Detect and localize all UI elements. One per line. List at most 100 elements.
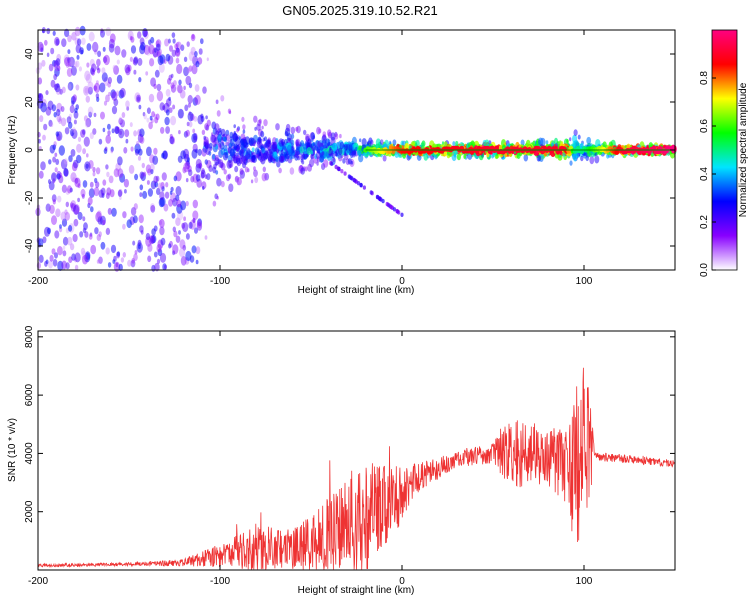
spectrogram-cell <box>329 146 332 151</box>
spectrogram-cell <box>158 220 162 226</box>
spectrogram-cell <box>176 63 183 75</box>
spectrogram-cell <box>323 159 329 168</box>
spectrogram-cell <box>168 96 171 101</box>
spectrogram-cell <box>236 128 239 133</box>
spectrogram-cell <box>125 138 129 144</box>
spectrogram-cell <box>145 71 149 76</box>
y-tick-label: 20 <box>24 96 35 108</box>
spectrogram-cell <box>134 173 139 181</box>
spectrogram-cell <box>175 194 180 201</box>
spectrogram-cell <box>105 164 109 170</box>
spectrogram-cell <box>80 129 86 138</box>
spectrogram-cell <box>124 64 131 74</box>
spectrogram-cell <box>289 167 295 175</box>
spectrogram-cell <box>223 169 227 175</box>
spectrogram-cell <box>195 246 201 255</box>
spectrogram-cell <box>188 65 193 72</box>
spectrogram-cell <box>602 141 607 149</box>
spectrogram-cell <box>133 203 138 210</box>
spectrogram-cell <box>235 176 238 181</box>
spectrogram-cell <box>216 130 220 135</box>
spectrogram-cell <box>188 169 193 177</box>
spectrogram-cell <box>236 147 239 152</box>
spectrogram-cell <box>153 83 157 90</box>
spectrogram-cell <box>200 38 204 45</box>
spectrogram-cell <box>49 254 54 262</box>
spectrogram-cell <box>146 107 151 114</box>
spectrogram-cell <box>153 251 158 258</box>
spectrogram-cell <box>63 168 69 177</box>
spectrogram-cell <box>194 84 200 92</box>
spectrogram-cell <box>129 56 133 62</box>
spectrogram-cell <box>229 110 232 115</box>
spectrogram-cell <box>66 185 72 194</box>
spectrogram-cell <box>64 28 70 38</box>
spectrogram-cell <box>78 66 82 72</box>
spectrogram-cell <box>173 175 178 182</box>
spectrogram-cell <box>134 250 138 255</box>
spectrogram-cell <box>77 211 83 221</box>
spectrogram-cell <box>133 56 139 64</box>
spectrogram-cell <box>59 116 62 121</box>
spectrogram-cell <box>48 63 54 72</box>
spectrogram-cell <box>41 59 46 67</box>
spectrogram-cell <box>169 45 173 52</box>
spectrogram-cell <box>262 166 266 173</box>
spectrogram-cell <box>149 58 155 67</box>
spectrogram-cell <box>109 189 115 198</box>
spectrogram-cell <box>139 192 143 198</box>
spectrogram-cell <box>67 83 72 91</box>
spectrogram-cell <box>102 56 108 63</box>
spectrogram-cell <box>186 121 190 127</box>
spectrogram-cell <box>87 106 94 116</box>
spectrogram-cell <box>192 97 198 106</box>
spectrogram-cell <box>182 166 187 174</box>
spectrogram-cell <box>116 59 120 65</box>
spectrogram-cell <box>130 146 134 152</box>
spectrogram-cell <box>153 113 157 120</box>
spectrogram-cell <box>148 235 155 245</box>
spectrogram-cell <box>46 52 50 57</box>
spectrogram-cell <box>184 104 189 112</box>
spectrogram-cell <box>321 135 327 144</box>
spectrogram-cell <box>158 63 165 73</box>
x-tick-label: 100 <box>576 276 593 287</box>
spectrogram-cell <box>191 245 197 254</box>
spectrogram-cell <box>191 64 198 75</box>
spectrogram-cell <box>62 236 69 246</box>
spectrogram-cell <box>137 31 142 39</box>
spectrogram-cell <box>594 155 600 164</box>
spectrogram-cell <box>185 200 189 207</box>
spectrogram-cell <box>91 63 97 73</box>
spectrogram-cell <box>118 128 125 139</box>
spectrogram-cell <box>96 58 101 67</box>
spectrogram-cell <box>173 80 177 87</box>
spectrogram-cell <box>101 72 108 82</box>
spectrogram-cell <box>327 129 332 137</box>
spectrogram-cell <box>275 123 280 131</box>
spectrogram-cell <box>356 181 361 186</box>
spectrogram-cell <box>121 112 126 118</box>
spectrogram-cell <box>157 182 163 191</box>
spectrogram-cell <box>70 200 77 210</box>
spectrogram-cell <box>86 43 92 51</box>
spectrogram-cell <box>174 43 178 50</box>
spectrogram-cell <box>242 129 246 134</box>
spectrogram-cell <box>97 216 103 225</box>
spectrogram-cell <box>318 128 322 134</box>
spectrogram-cell <box>102 46 106 52</box>
spectrogram-cell <box>58 175 64 184</box>
spectrogram-cell <box>285 123 291 132</box>
spectrogram-cell <box>271 143 277 152</box>
spectrogram-cell <box>160 126 165 134</box>
spectrogram-cell <box>216 177 222 187</box>
spectrogram-cell <box>68 58 74 66</box>
spectrogram-cell <box>272 157 275 162</box>
spectrogram-cell <box>175 47 180 53</box>
spectrogram-cell <box>59 224 62 229</box>
spectrogram-cell <box>75 60 80 68</box>
spectrogram-cell <box>303 143 307 150</box>
spectrogram-cell <box>73 205 80 215</box>
spectrogram-cell <box>51 194 57 203</box>
spectrogram-cell <box>98 256 103 264</box>
